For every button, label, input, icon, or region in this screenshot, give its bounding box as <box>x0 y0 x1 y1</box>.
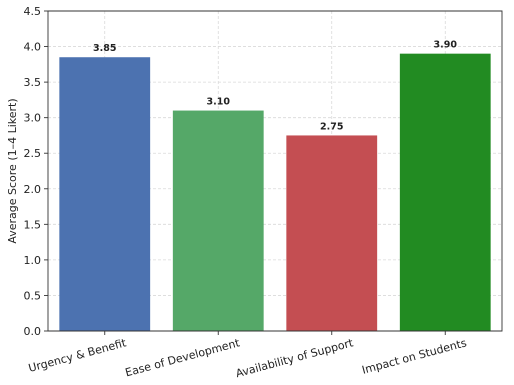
y-tick-label: 1.0 <box>24 254 42 267</box>
y-tick-label: 3.5 <box>24 76 42 89</box>
bar-value-label: 3.85 <box>93 43 116 54</box>
bar <box>399 53 491 332</box>
x-tick-label: Urgency & Benefit <box>27 336 128 375</box>
bar-value-label: 3.90 <box>434 40 458 51</box>
bar <box>59 57 151 331</box>
y-tick-label: 4.0 <box>24 41 42 54</box>
x-tick-label: Impact on Students <box>361 336 469 377</box>
x-tick-label: Ease of Development <box>124 336 242 379</box>
bars <box>59 53 491 332</box>
y-tick-label: 2.5 <box>24 147 42 160</box>
y-tick-label: 0.5 <box>24 289 42 302</box>
y-tick-label: 1.5 <box>24 218 42 231</box>
y-axis-title: Average Score (1–4 Likert) <box>6 98 19 243</box>
y-tick-label: 4.5 <box>24 5 42 18</box>
bar <box>172 110 264 331</box>
y-tick-label: 0.0 <box>24 325 42 338</box>
y-tick-label: 3.0 <box>24 112 42 125</box>
y-axis: 0.0 0.5 1.0 1.5 2.0 2.5 3.0 3.5 4.0 4.5 <box>24 5 48 338</box>
bar-value-label: 3.10 <box>207 97 231 108</box>
y-tick-label: 2.0 <box>24 183 42 196</box>
x-tick-label: Availability of Support <box>234 336 355 380</box>
value-labels: 3.85 3.10 2.75 3.90 <box>93 40 457 133</box>
bar <box>286 135 378 331</box>
bar-value-label: 2.75 <box>320 121 343 132</box>
